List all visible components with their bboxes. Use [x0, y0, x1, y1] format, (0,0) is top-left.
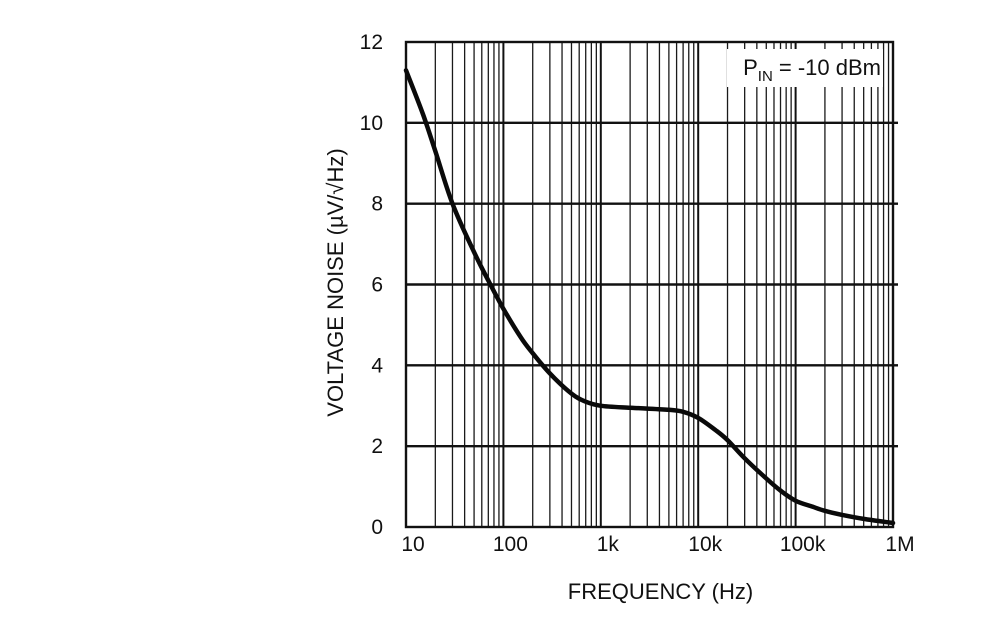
x-tick-labels: 10 100 1k 10k 100k 1M — [401, 533, 914, 556]
y-tick-label: 12 — [360, 31, 383, 54]
y-tick-label: 0 — [371, 516, 383, 539]
x-tick-label: 10k — [688, 533, 722, 556]
plot-frame — [404, 40, 895, 529]
x-tick-label: 100 — [493, 533, 528, 556]
major-gridlines — [405, 42, 898, 527]
y-tick-labels: 0 2 4 6 8 10 12 — [360, 31, 384, 539]
y-tick-label: 10 — [360, 112, 383, 135]
x-tick-label: 100k — [780, 533, 826, 556]
y-tick-label: 2 — [371, 435, 383, 458]
x-axis-label: FREQUENCY (Hz) — [568, 579, 753, 604]
y-tick-label: 6 — [371, 274, 383, 297]
x-tick-label: 1k — [597, 533, 620, 556]
y-tick-label: 8 — [371, 193, 383, 216]
annotation-subscript: IN — [758, 68, 773, 85]
series-layer — [403, 68, 896, 526]
annotation-main: P — [743, 55, 758, 80]
y-tick-label: 4 — [371, 354, 383, 377]
x-tick-label: 1M — [885, 533, 914, 556]
x-tick-label: 10 — [401, 533, 424, 556]
annotation-text: PIN = -10 dBm — [743, 55, 881, 85]
annotation-background — [727, 49, 883, 87]
annotation-rest: = -10 dBm — [773, 55, 881, 80]
y-axis-label: VOLTAGE NOISE (µV/√Hz) — [323, 148, 348, 416]
annotation-box: PIN = -10 dBm — [727, 49, 883, 87]
plot-border — [404, 40, 895, 529]
series-line-voltage-noise — [403, 68, 896, 526]
